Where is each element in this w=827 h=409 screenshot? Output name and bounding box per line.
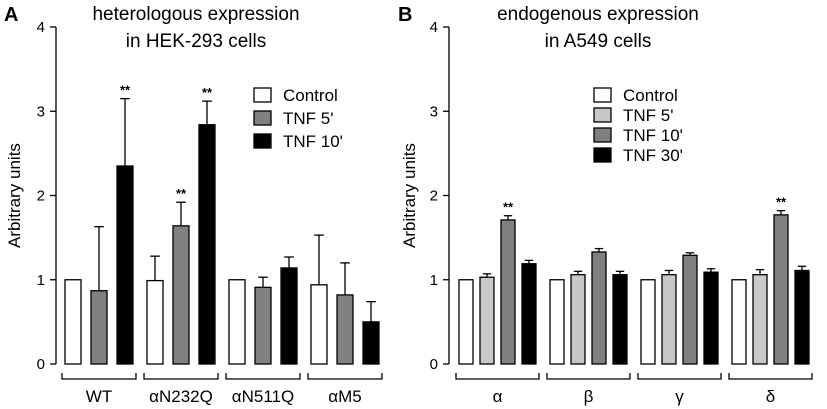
y-tick-label: 4 (37, 19, 45, 36)
category-bracket (546, 373, 631, 380)
legend-label: TNF 5' (283, 109, 333, 128)
bar (458, 279, 474, 365)
significance-mark: ** (503, 200, 514, 215)
bar (500, 219, 516, 365)
bar (228, 279, 246, 365)
legend-swatch (593, 107, 612, 123)
bar (752, 274, 768, 365)
legend-swatch (253, 110, 272, 126)
y-tick-label: 0 (430, 356, 438, 373)
chart-title-line: heterologous expression (92, 4, 299, 25)
legend-swatch (253, 87, 272, 103)
bar (116, 165, 134, 365)
bar (198, 124, 216, 365)
bar (570, 274, 586, 365)
bar (661, 274, 677, 365)
significance-mark: ** (202, 85, 213, 100)
legend-label: TNF 10' (283, 132, 343, 151)
bar (794, 269, 810, 365)
category-label: δ (766, 387, 775, 406)
y-tick-label: 1 (430, 272, 438, 289)
bar (703, 271, 719, 365)
bar (521, 263, 537, 365)
y-tick-label: 3 (430, 103, 438, 120)
category-bracket (61, 373, 137, 380)
category-label: β (584, 387, 594, 406)
legend-label: TNF 30' (623, 146, 683, 165)
y-tick-label: 4 (430, 19, 438, 36)
bar (146, 279, 164, 365)
bar (172, 225, 190, 365)
legend-swatch (593, 87, 612, 103)
legend-swatch (593, 127, 612, 143)
y-tick-label: 3 (37, 103, 45, 120)
bar (640, 279, 656, 365)
category-bracket (143, 373, 219, 380)
legend-swatch (593, 147, 612, 163)
y-tick-label: 0 (37, 356, 45, 373)
significance-mark: ** (120, 83, 131, 98)
bar (362, 321, 380, 365)
panel-label: B (398, 4, 412, 26)
bar (773, 214, 789, 365)
category-label: γ (675, 387, 684, 406)
significance-mark: ** (776, 195, 787, 210)
panel-label: A (4, 4, 18, 26)
legend-label: TNF 10' (623, 126, 683, 145)
bar (682, 254, 698, 365)
bar (591, 251, 607, 365)
category-bracket (225, 373, 301, 380)
y-axis-label: Arbitrary units (5, 143, 24, 248)
bar (254, 286, 272, 365)
chart-title-line: in HEK-293 cells (126, 31, 266, 52)
category-label: αM5 (328, 387, 361, 406)
category-label: αN232Q (149, 387, 213, 406)
legend-label: TNF 5' (623, 106, 673, 125)
significance-mark: ** (176, 186, 187, 201)
bar (280, 267, 298, 365)
y-tick-label: 2 (430, 188, 438, 205)
y-axis-label: Arbitrary units (400, 143, 419, 248)
category-label: WT (86, 387, 112, 406)
category-label: α (493, 387, 503, 406)
bar (479, 276, 495, 365)
y-tick-label: 1 (37, 272, 45, 289)
category-bracket (455, 373, 540, 380)
bar (336, 294, 354, 365)
chart-title-line: endogenous expression (497, 4, 699, 25)
category-label: αN511Q (232, 387, 294, 406)
legend-swatch (253, 133, 272, 149)
category-bracket (307, 373, 383, 380)
y-tick-label: 2 (37, 188, 45, 205)
bar (90, 290, 108, 365)
bar (612, 274, 628, 365)
bar (310, 284, 328, 365)
bar (731, 279, 747, 365)
category-bracket (728, 373, 813, 380)
legend-label: Control (623, 86, 678, 105)
chart-title-line: in A549 cells (545, 31, 652, 52)
bar (64, 279, 82, 365)
legend-label: Control (283, 86, 338, 105)
category-bracket (637, 373, 722, 380)
bar (549, 279, 565, 365)
